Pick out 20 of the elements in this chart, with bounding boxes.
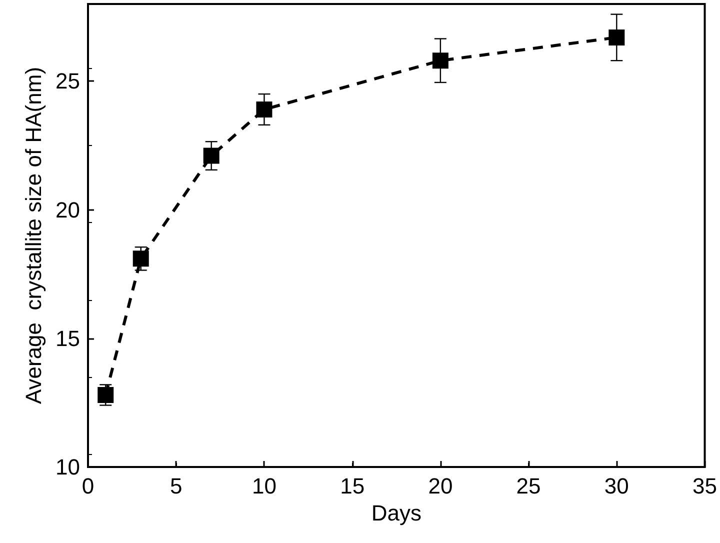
x-tick-label: 20 [428,474,453,498]
x-tick-label: 30 [604,474,629,498]
point [132,250,149,267]
x-tick-label: 15 [340,474,365,498]
y-tick-label: 20 [56,197,80,222]
x-tick-label: 10 [252,474,276,498]
y-axis-title: Average crystallite size of HA(nm) [21,66,46,404]
point [98,386,114,403]
point [256,101,272,118]
x-tick-label: 5 [170,474,182,498]
y-tick-label: 25 [56,68,80,94]
point [432,52,448,69]
x-tick-label: 35 [692,474,718,498]
point [203,148,220,164]
y-tick-label: 10 [56,454,80,480]
point [608,29,625,46]
x-axis-title: Days [371,500,422,526]
x-tick-label: 25 [516,474,541,498]
y-tick-label: 15 [56,326,80,351]
x-tick-label: 0 [82,474,94,498]
